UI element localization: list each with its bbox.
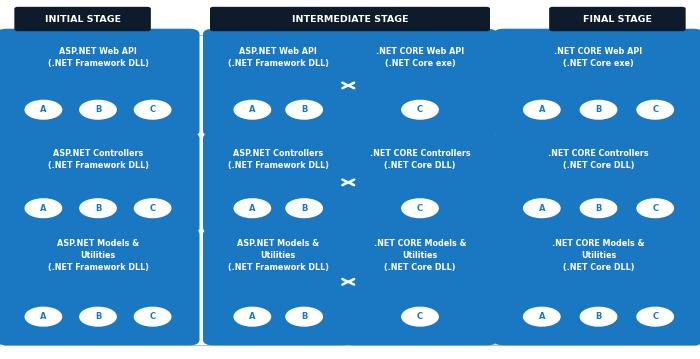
FancyBboxPatch shape	[203, 133, 354, 233]
Circle shape	[580, 199, 617, 218]
Text: A: A	[538, 105, 545, 114]
Text: ASP.NET Web API
(.NET Framework DLL): ASP.NET Web API (.NET Framework DLL)	[228, 47, 329, 68]
Circle shape	[580, 101, 617, 119]
FancyBboxPatch shape	[494, 229, 700, 345]
Circle shape	[637, 199, 673, 218]
Text: ASP.NET Models &
Utilities
(.NET Framework DLL): ASP.NET Models & Utilities (.NET Framewo…	[228, 239, 329, 271]
FancyBboxPatch shape	[14, 7, 151, 31]
Circle shape	[234, 199, 270, 218]
Text: A: A	[40, 204, 47, 213]
Text: ASP.NET Web API
(.NET Framework DLL): ASP.NET Web API (.NET Framework DLL)	[48, 47, 148, 68]
Text: A: A	[40, 105, 47, 114]
Text: B: B	[301, 105, 307, 114]
Text: .NET CORE Controllers
(.NET Core DLL): .NET CORE Controllers (.NET Core DLL)	[548, 149, 649, 170]
Text: B: B	[301, 204, 307, 213]
FancyBboxPatch shape	[4, 35, 696, 345]
Text: A: A	[249, 312, 256, 321]
Circle shape	[134, 101, 171, 119]
Text: C: C	[652, 312, 658, 321]
Circle shape	[234, 307, 270, 326]
Circle shape	[25, 307, 62, 326]
Circle shape	[402, 101, 438, 119]
Text: INITIAL STAGE: INITIAL STAGE	[45, 14, 120, 24]
Text: .NET CORE Models &
Utilities
(.NET Core DLL): .NET CORE Models & Utilities (.NET Core …	[552, 239, 645, 271]
FancyBboxPatch shape	[0, 133, 199, 233]
Text: .NET CORE Models &
Utilities
(.NET Core DLL): .NET CORE Models & Utilities (.NET Core …	[374, 239, 466, 271]
Text: FINAL STAGE: FINAL STAGE	[583, 14, 652, 24]
Text: ASP.NET Models &
Utilities
(.NET Framework DLL): ASP.NET Models & Utilities (.NET Framewo…	[48, 239, 148, 271]
Text: .NET CORE Web API
(.NET Core exe): .NET CORE Web API (.NET Core exe)	[376, 47, 464, 68]
Text: C: C	[652, 204, 658, 213]
Circle shape	[402, 199, 438, 218]
Text: B: B	[595, 105, 602, 114]
Text: B: B	[301, 312, 307, 321]
Circle shape	[637, 307, 673, 326]
Circle shape	[134, 307, 171, 326]
Text: B: B	[94, 312, 101, 321]
FancyBboxPatch shape	[203, 29, 354, 136]
Circle shape	[286, 307, 322, 326]
Circle shape	[80, 199, 116, 218]
Text: A: A	[249, 204, 256, 213]
Circle shape	[402, 307, 438, 326]
FancyBboxPatch shape	[549, 7, 685, 31]
Text: B: B	[94, 204, 101, 213]
Circle shape	[524, 199, 560, 218]
Circle shape	[580, 307, 617, 326]
FancyBboxPatch shape	[494, 29, 700, 136]
Text: C: C	[417, 312, 423, 321]
Text: .NET CORE Web API
(.NET Core exe): .NET CORE Web API (.NET Core exe)	[554, 47, 643, 68]
Text: C: C	[417, 204, 423, 213]
FancyBboxPatch shape	[343, 229, 497, 345]
Text: C: C	[150, 105, 155, 114]
FancyBboxPatch shape	[343, 29, 497, 136]
FancyBboxPatch shape	[203, 229, 354, 345]
Text: B: B	[595, 204, 602, 213]
Text: C: C	[417, 105, 423, 114]
Circle shape	[25, 199, 62, 218]
FancyBboxPatch shape	[0, 229, 199, 345]
Text: C: C	[150, 204, 155, 213]
FancyBboxPatch shape	[206, 35, 497, 345]
Circle shape	[80, 101, 116, 119]
FancyBboxPatch shape	[0, 29, 199, 136]
Text: A: A	[538, 312, 545, 321]
Text: B: B	[94, 105, 101, 114]
Text: B: B	[595, 312, 602, 321]
FancyBboxPatch shape	[494, 133, 700, 233]
Text: ASP.NET Controllers
(.NET Framework DLL): ASP.NET Controllers (.NET Framework DLL)	[48, 149, 148, 170]
Circle shape	[134, 199, 171, 218]
FancyBboxPatch shape	[210, 7, 490, 31]
Circle shape	[234, 101, 270, 119]
Text: A: A	[249, 105, 256, 114]
Text: INTERMEDIATE STAGE: INTERMEDIATE STAGE	[292, 14, 408, 24]
Circle shape	[25, 101, 62, 119]
Circle shape	[286, 199, 322, 218]
Text: .NET CORE Controllers
(.NET Core DLL): .NET CORE Controllers (.NET Core DLL)	[370, 149, 470, 170]
Circle shape	[524, 307, 560, 326]
Circle shape	[524, 101, 560, 119]
Text: ASP.NET Controllers
(.NET Framework DLL): ASP.NET Controllers (.NET Framework DLL)	[228, 149, 329, 170]
Circle shape	[637, 101, 673, 119]
FancyBboxPatch shape	[343, 133, 497, 233]
Text: A: A	[40, 312, 47, 321]
Circle shape	[80, 307, 116, 326]
Text: C: C	[652, 105, 658, 114]
Text: A: A	[538, 204, 545, 213]
Text: C: C	[150, 312, 155, 321]
Circle shape	[286, 101, 322, 119]
